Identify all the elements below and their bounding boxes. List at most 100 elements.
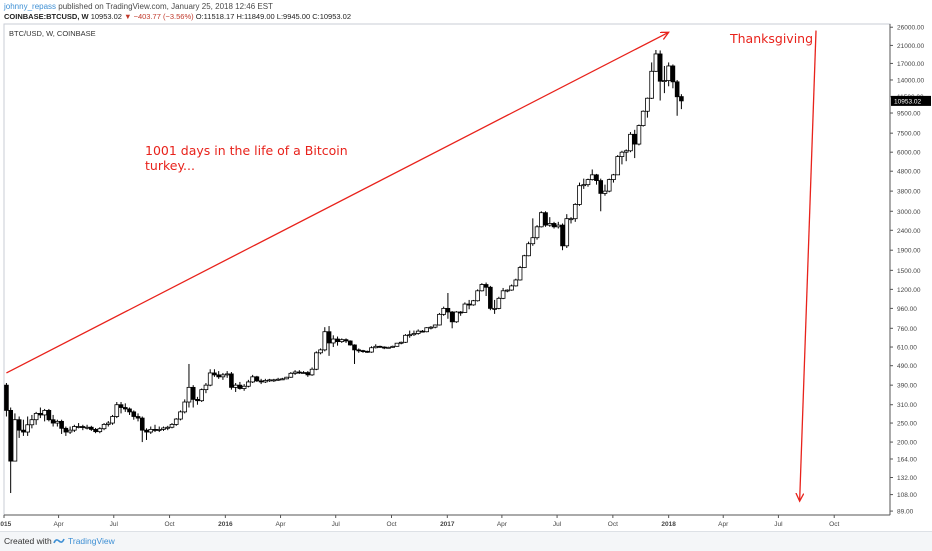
x-tick-label: 2018	[661, 521, 676, 528]
candle-up	[653, 53, 659, 72]
candle-up	[55, 420, 60, 424]
candle-down	[356, 349, 362, 352]
candle-up	[415, 330, 421, 334]
candle-up	[241, 385, 247, 389]
candle-up	[165, 426, 171, 429]
candle-up	[492, 307, 497, 310]
candle-up	[505, 289, 510, 292]
candle-up	[611, 174, 616, 180]
candle-up	[441, 307, 446, 315]
candle-up	[662, 80, 667, 82]
candle-up	[645, 97, 650, 112]
y-tick-label: 9500.00	[897, 111, 921, 118]
candle-up	[513, 279, 519, 287]
y-tick-label: 132.00	[897, 475, 917, 482]
candle-up	[182, 401, 188, 413]
candle-down	[80, 426, 86, 428]
candle-down	[258, 380, 264, 383]
candle-up	[148, 429, 154, 433]
candle-up	[25, 424, 30, 433]
y-tick-label: 200.00	[897, 440, 917, 447]
candle-down	[445, 307, 451, 313]
candle-down	[237, 384, 243, 389]
candle-down	[483, 284, 489, 288]
candle-down	[326, 331, 332, 344]
candle-down	[190, 386, 196, 400]
x-tick-label: Apr	[275, 521, 286, 528]
candle-up	[186, 386, 192, 403]
candle-down	[551, 223, 557, 228]
y-tick-label: 2400.00	[897, 228, 921, 235]
candle-up	[84, 426, 90, 429]
candle-up	[178, 411, 183, 420]
candle-up	[407, 334, 413, 337]
author-link[interactable]: johnny_repass	[4, 2, 57, 11]
candle-down	[254, 376, 260, 382]
publish-info: johnny_repass published on TradingView.c…	[4, 2, 273, 11]
x-tick-label: Apr	[54, 521, 65, 528]
candle-up	[373, 345, 379, 349]
y-tick-label: 610.00	[897, 345, 917, 352]
x-tick-label: 2015	[0, 521, 12, 528]
created-with-text: Created with	[4, 536, 52, 546]
footer-bar: Created with TradingView	[0, 531, 932, 551]
tradingview-brand[interactable]: TradingView	[68, 536, 115, 546]
candle-down	[364, 350, 370, 353]
x-tick-label: Jul	[774, 521, 783, 528]
candle-up	[233, 384, 238, 388]
candle-up	[428, 326, 434, 329]
candles-group	[4, 50, 684, 494]
candle-down	[347, 340, 353, 346]
candle-up	[101, 424, 107, 430]
last-price-marker	[891, 95, 931, 106]
candle-up	[267, 379, 272, 382]
candle-down	[4, 384, 9, 411]
candle-down	[343, 339, 349, 342]
candle-up	[314, 352, 319, 370]
candle-up	[42, 410, 47, 416]
y-tick-label: 21000.00	[897, 43, 924, 50]
candle-down	[543, 212, 548, 226]
x-tick-label: Jul	[332, 521, 341, 528]
candle-down	[598, 180, 604, 194]
candle-up	[454, 311, 459, 323]
candle-down	[458, 311, 463, 314]
candle-up	[199, 389, 204, 402]
candle-up	[581, 184, 587, 187]
candle-down	[657, 53, 663, 82]
candle-down	[93, 429, 98, 433]
y-tick-label: 3800.00	[897, 189, 921, 196]
candle-down	[560, 224, 565, 247]
candle-up	[522, 255, 527, 268]
candle-up	[284, 376, 289, 380]
candle-up	[161, 427, 166, 430]
price-chart[interactable]: BTC/USD, W, COINBASE 26000.00 21000.00 1700…	[0, 0, 932, 531]
candle-up	[526, 243, 531, 257]
y-tick-label: 1900.00	[897, 248, 921, 255]
candle-up	[479, 284, 485, 292]
y-tick-label: 26000.00	[897, 25, 924, 32]
chart-title: BTC/USD, W, COINBASE	[9, 29, 96, 38]
candle-down	[594, 174, 599, 181]
y-tick-label: 1500.00	[897, 268, 921, 275]
candle-up	[207, 372, 213, 386]
candle-down	[360, 350, 366, 352]
candle-up	[547, 223, 553, 226]
candle-down	[212, 372, 217, 376]
candle-down	[21, 429, 26, 433]
crash-arrow	[800, 30, 817, 502]
candle-up	[649, 70, 654, 99]
candle-down	[488, 286, 493, 309]
candle-up	[424, 327, 429, 333]
annotation-turkey: 1001 days in the life of a Bitcoin turkey…	[145, 143, 348, 173]
candle-up	[203, 384, 209, 391]
uptrend-arrow	[6, 32, 668, 374]
candle-up	[339, 339, 345, 343]
candle-up	[322, 331, 328, 351]
y-tick-label: 390.00	[897, 383, 917, 390]
candle-up	[539, 212, 544, 228]
candle-down	[297, 371, 302, 374]
candle-down	[144, 429, 149, 433]
candle-up	[530, 237, 536, 245]
y-tick-label: 14000.00	[897, 77, 924, 84]
